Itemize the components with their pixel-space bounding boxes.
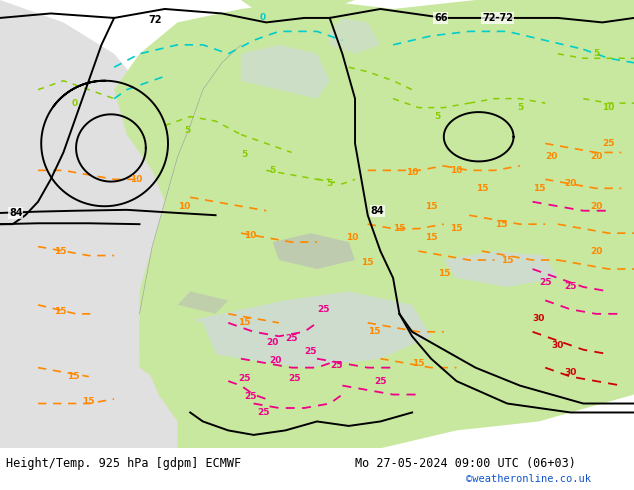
Text: Mo 27-05-2024 09:00 UTC (06+03): Mo 27-05-2024 09:00 UTC (06+03) [355, 457, 576, 469]
Text: 15: 15 [425, 202, 437, 211]
Text: 84: 84 [9, 208, 23, 218]
Text: 25: 25 [244, 392, 257, 401]
Text: 20: 20 [266, 339, 279, 347]
Text: 15: 15 [437, 269, 450, 278]
Text: 10: 10 [346, 233, 358, 242]
Text: 5: 5 [184, 125, 190, 135]
Text: 25: 25 [539, 278, 552, 287]
Text: 30: 30 [564, 368, 577, 377]
Text: 72: 72 [148, 15, 162, 25]
Text: 25: 25 [602, 139, 615, 148]
Polygon shape [273, 233, 355, 269]
Text: 10: 10 [178, 202, 190, 211]
Polygon shape [330, 18, 380, 54]
Text: 25: 25 [288, 374, 301, 383]
Text: 25: 25 [238, 374, 250, 383]
Text: 25: 25 [317, 305, 330, 314]
Text: 15: 15 [67, 372, 79, 381]
Text: 15: 15 [361, 258, 374, 267]
Text: 20: 20 [564, 179, 577, 188]
Text: 15: 15 [450, 224, 463, 233]
Polygon shape [241, 0, 355, 23]
Text: 20: 20 [590, 152, 602, 161]
Text: Height/Temp. 925 hPa [gdpm] ECMWF: Height/Temp. 925 hPa [gdpm] ECMWF [6, 457, 242, 469]
Text: 84: 84 [370, 206, 384, 216]
Text: 15: 15 [501, 256, 514, 265]
Text: 15: 15 [476, 184, 488, 193]
Text: 10: 10 [130, 175, 143, 184]
Text: 20: 20 [590, 202, 602, 211]
Text: 25: 25 [285, 334, 298, 343]
Polygon shape [0, 0, 190, 448]
Polygon shape [178, 292, 431, 368]
Text: 30: 30 [552, 341, 564, 350]
Text: 10: 10 [450, 166, 463, 175]
Text: 15: 15 [412, 359, 425, 368]
Text: 15: 15 [54, 246, 67, 256]
Text: 66: 66 [434, 13, 448, 23]
Text: 5: 5 [241, 150, 247, 159]
Text: 15: 15 [82, 397, 95, 406]
Text: 25: 25 [257, 408, 269, 417]
Text: 15: 15 [368, 327, 380, 336]
Text: 25: 25 [564, 282, 577, 292]
Text: 5: 5 [434, 112, 441, 121]
Text: 15: 15 [238, 318, 250, 327]
Text: 25: 25 [374, 377, 387, 386]
Polygon shape [139, 314, 222, 413]
Text: 25: 25 [304, 347, 317, 356]
Text: 10: 10 [406, 168, 418, 177]
Text: 25: 25 [330, 361, 342, 370]
Text: 20: 20 [545, 152, 558, 161]
Text: 15: 15 [495, 220, 507, 229]
Text: 30: 30 [533, 314, 545, 323]
Text: 5: 5 [269, 166, 276, 175]
Text: 10: 10 [244, 231, 257, 240]
Text: 5: 5 [517, 103, 523, 112]
Text: 15: 15 [533, 184, 545, 193]
Polygon shape [241, 45, 330, 98]
Text: 0: 0 [72, 98, 78, 108]
Text: 20: 20 [590, 246, 602, 256]
Polygon shape [444, 251, 558, 287]
Text: ©weatheronline.co.uk: ©weatheronline.co.uk [466, 474, 591, 484]
Text: 5: 5 [327, 179, 333, 188]
Text: 5: 5 [593, 49, 599, 58]
Text: 10: 10 [602, 103, 615, 112]
Text: 15: 15 [54, 307, 67, 316]
Text: 15: 15 [393, 224, 406, 233]
Polygon shape [178, 292, 228, 314]
Text: 15: 15 [425, 233, 437, 242]
Text: 72-72: 72-72 [482, 13, 513, 23]
Polygon shape [444, 269, 634, 336]
Text: 20: 20 [269, 356, 282, 366]
Polygon shape [114, 0, 634, 448]
Text: 0: 0 [260, 13, 266, 23]
